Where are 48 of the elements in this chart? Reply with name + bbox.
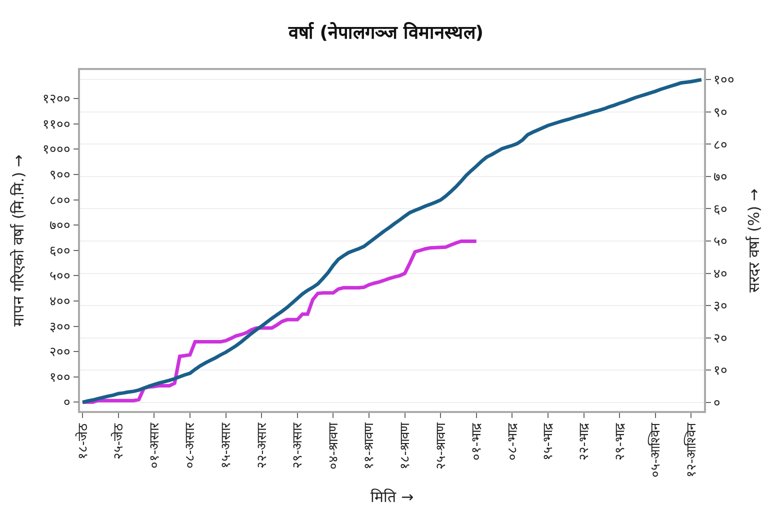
y-tick-label: १२०० [42, 92, 71, 108]
y-tick-label: १०० [50, 370, 71, 386]
x-tick-label: ०१-भाद्र [470, 422, 485, 461]
y-tick-label: ४०० [50, 294, 71, 310]
y-axis-title: मापन गरिएको वर्षा (मि.मि.) → [9, 154, 28, 326]
y2-tick-label: ० [713, 396, 720, 411]
x-tick-label: २२-असार [254, 422, 270, 469]
y-tick-label: २०० [50, 345, 71, 360]
y-tick-label: ६०० [50, 244, 71, 259]
y2-tick-label: २० [713, 331, 728, 346]
y-tick-label: १००० [42, 142, 71, 158]
y-tick-label: ९०० [50, 168, 71, 184]
x-tick-label: २२-भाद्र [577, 422, 592, 461]
x-tick-label: २९-असार [290, 422, 306, 469]
y-tick-label: ७०० [50, 218, 71, 234]
x-tick-label: १५-असार [218, 422, 234, 469]
y2-tick-label: ९० [713, 105, 728, 120]
y2-tick-label: १० [713, 364, 728, 379]
x-axis-title: मिति → [370, 488, 414, 506]
x-tick-label: १५-भाद्र [541, 422, 556, 461]
y2-tick-label: १०० [713, 73, 734, 88]
y2-tick-label: ६० [713, 202, 728, 218]
line-series [80, 240, 478, 404]
y-tick-label: ० [64, 396, 71, 411]
x-tick-label: १८-जेठ [74, 422, 91, 460]
x-tick-label: २५-जेठ [110, 422, 127, 460]
y2-axis-title: सरदर वर्षा (%) → [744, 188, 763, 292]
x-tick-label: ०१-असार [147, 422, 162, 469]
x-tick-label: ०८-भाद्र [505, 422, 520, 461]
y2-tick-label: ७० [713, 170, 728, 186]
y2-tick-label: ५० [713, 234, 728, 250]
y-tick-label: ३०० [50, 320, 71, 335]
x-tick-label: २५-श्रावण [434, 422, 449, 470]
x-tick-label: ११-श्रावण [362, 422, 378, 470]
y-tick-label: ११०० [42, 117, 71, 132]
x-tick-label: २९-भाद्र [612, 422, 628, 461]
chart-title: वर्षा (नेपालगञ्ज विमानस्थल) [288, 21, 484, 44]
x-tick-label: ०५-आश्विन [648, 422, 664, 478]
x-tick-label: ०८-असार [183, 422, 198, 469]
y-tick-label: ५०० [50, 269, 71, 284]
x-tick-label: १८-श्रावण [398, 422, 414, 470]
x-tick-label: १२-आश्विन [683, 422, 700, 478]
x-tick-label: ०४-श्रावण [326, 422, 342, 470]
y2-tick-label: ८० [713, 138, 728, 153]
y2-tick-label: ३० [713, 299, 728, 314]
y2-tick-label: ४० [713, 266, 728, 282]
line-series [80, 78, 704, 404]
y-tick-label: ८०० [50, 193, 71, 208]
